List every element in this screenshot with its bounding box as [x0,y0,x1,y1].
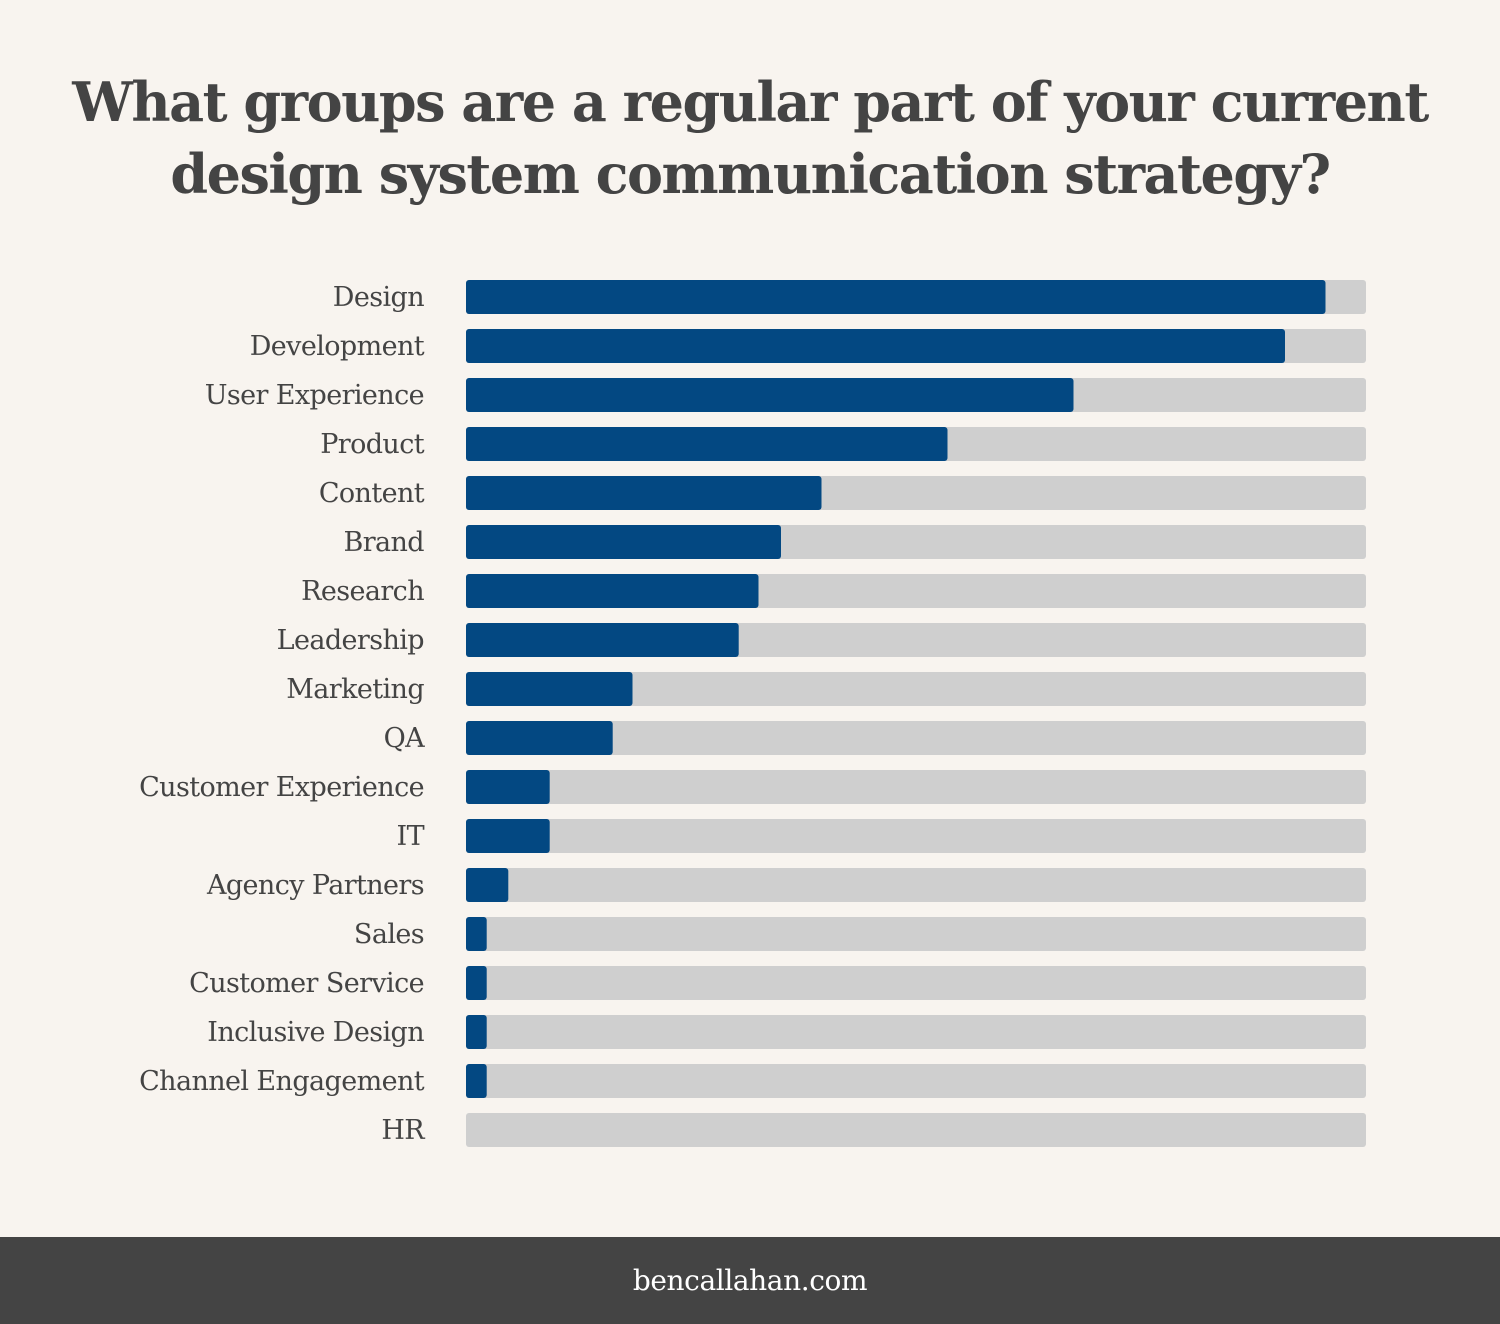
category-label-channel-engagement: Channel Engagement [139,1066,425,1097]
bar-row-sales: Sales [354,917,1366,951]
bar-brand [466,525,781,559]
bar-row-customer-service: Customer Service [189,966,1366,1000]
bar-row-brand: Brand [343,525,1366,559]
bar-track-inclusive-design [466,1015,1366,1049]
bar-row-hr: HR [381,1113,1366,1147]
bar-chart: Design Development User Experience Product C… [139,280,1366,1147]
bar-leadership [466,623,739,657]
bar-row-research: Research [301,574,1366,608]
bar-track-customer-experience [466,770,1366,804]
category-label-agency-partners: Agency Partners [206,870,424,901]
bar-development [466,329,1285,363]
bar-track-sales [466,917,1366,951]
bar-track-qa [466,721,1366,755]
footer: bencallahan.com [0,1237,1500,1324]
bar-row-product: Product [320,427,1366,461]
category-label-customer-experience: Customer Experience [139,772,424,803]
bar-row-design: Design [333,280,1366,314]
category-label-hr: HR [381,1115,425,1146]
bar-track-it [466,819,1366,853]
category-label-development: Development [250,331,425,362]
bar-inclusive-design [466,1015,487,1049]
bar-agency-partners [466,868,509,902]
chart-title-line-1: What groups are a regular part of your c… [72,70,1429,134]
bar-row-inclusive-design: Inclusive Design [207,1015,1366,1049]
bar-row-marketing: Marketing [286,672,1366,706]
bar-customer-experience [466,770,550,804]
bar-product [466,427,948,461]
bar-channel-engagement [466,1064,487,1098]
bar-track-marketing [466,672,1366,706]
chart-title-line-2: design system communication strategy? [170,142,1331,206]
bar-qa [466,721,613,755]
category-label-it: IT [397,821,425,852]
bar-row-it: IT [397,819,1366,853]
bar-row-user-experience: User Experience [205,378,1366,412]
category-label-marketing: Marketing [286,674,424,705]
bar-content [466,476,822,510]
footer-site-link[interactable]: bencallahan.com [632,1264,868,1297]
bar-marketing [466,672,633,706]
bar-row-leadership: Leadership [277,623,1366,657]
bar-track-channel-engagement [466,1064,1366,1098]
bar-research [466,574,759,608]
bar-track-hr [466,1113,1366,1147]
bar-row-qa: QA [384,721,1366,755]
bar-row-development: Development [250,329,1366,363]
bar-row-agency-partners: Agency Partners [206,868,1366,902]
category-label-leadership: Leadership [277,625,424,656]
bar-row-content: Content [319,476,1366,510]
category-label-inclusive-design: Inclusive Design [207,1017,424,1048]
bar-design [466,280,1326,314]
bar-customer-service [466,966,487,1000]
bar-track-agency-partners [466,868,1366,902]
bar-user-experience [466,378,1074,412]
category-label-customer-service: Customer Service [189,968,424,999]
category-label-sales: Sales [354,919,424,950]
bar-it [466,819,550,853]
chart-title: What groups are a regular part of your c… [0,66,1500,210]
category-label-user-experience: User Experience [205,380,424,411]
bar-sales [466,917,487,951]
category-label-design: Design [333,282,424,313]
category-label-brand: Brand [343,527,424,558]
bar-row-channel-engagement: Channel Engagement [139,1064,1366,1098]
category-label-content: Content [319,478,425,509]
category-label-qa: QA [384,723,426,754]
bar-track-customer-service [466,966,1366,1000]
category-label-research: Research [301,576,424,607]
bar-row-customer-experience: Customer Experience [139,770,1366,804]
category-label-product: Product [320,429,425,460]
